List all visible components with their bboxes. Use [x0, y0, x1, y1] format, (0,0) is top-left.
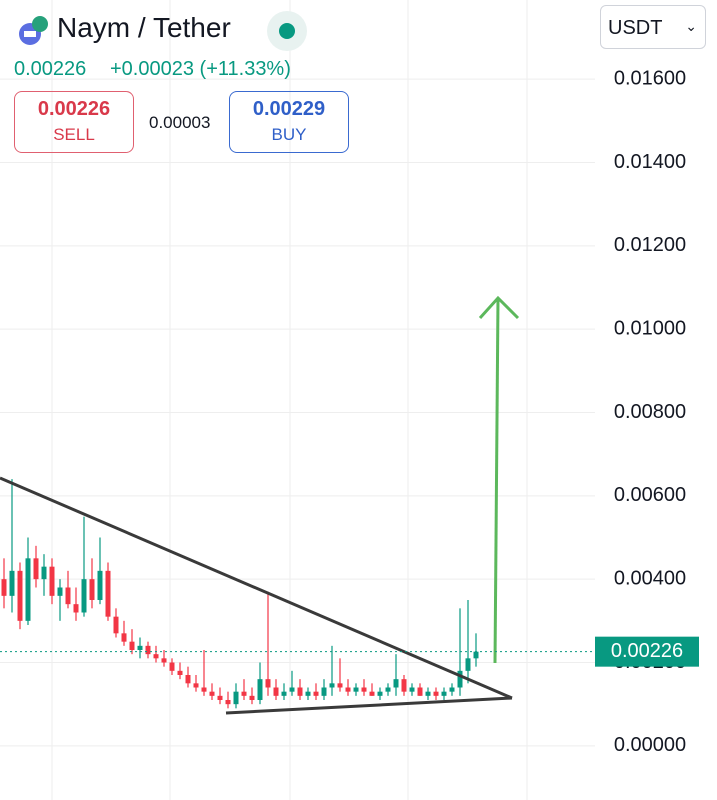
buy-button[interactable]: 0.00229 BUY [229, 91, 349, 153]
y-tick-label: 0.01000 [614, 317, 686, 339]
last-price: 0.00226 [14, 58, 87, 80]
candle-body [265, 679, 271, 688]
sell-label: SELL [53, 125, 95, 144]
candle-body [105, 570, 111, 617]
candle-body [249, 695, 255, 700]
candle-body [81, 579, 87, 613]
candle-body [57, 587, 63, 596]
candle-body [401, 679, 407, 692]
candle-body [137, 645, 143, 650]
candle-body [185, 675, 191, 684]
candle-body [233, 691, 239, 705]
candle-body [113, 616, 119, 634]
candle-body [321, 687, 327, 696]
candle-body [225, 700, 231, 705]
candle-body [289, 687, 295, 692]
target-arrow [478, 295, 520, 664]
candle-body [153, 654, 159, 659]
candle-body [313, 691, 319, 696]
candle-body [369, 691, 375, 696]
y-tick-label: 0.01600 [614, 67, 686, 89]
candle-body [9, 570, 15, 596]
candle-body [449, 687, 455, 692]
candle-body [433, 691, 439, 696]
candle-body [73, 604, 79, 613]
trend-line [0, 476, 513, 700]
y-tick-label: 0.00000 [614, 734, 686, 756]
candle-body [273, 687, 279, 696]
icon [19, 16, 48, 45]
coin-icon [16, 14, 50, 48]
sell-price: 0.00226 [37, 98, 111, 120]
candle-body [305, 691, 311, 696]
candle-body [465, 658, 471, 671]
buy-price: 0.00229 [252, 98, 326, 120]
candle-body [97, 570, 103, 600]
candle-body [457, 670, 463, 688]
y-tick-label: 0.01200 [614, 234, 686, 256]
sell-button[interactable]: 0.00226 SELL [14, 91, 134, 153]
candle-body [417, 687, 423, 696]
candle-body [409, 687, 415, 692]
candle-body [17, 570, 23, 621]
candle-body [121, 633, 127, 642]
y-tick-label: 0.00800 [614, 401, 686, 423]
candle-body [169, 662, 175, 671]
candle-body [217, 695, 223, 700]
candle-body [241, 691, 247, 696]
candle-body [1, 579, 7, 596]
candle-body [353, 687, 359, 692]
candle-body [49, 566, 55, 596]
candle-body [337, 683, 343, 688]
price-tag-label: 0.00226 [611, 640, 683, 662]
candle-body [209, 691, 215, 696]
y-tick-label: 0.00400 [614, 567, 686, 589]
candle-body [257, 679, 263, 700]
candle-body [193, 683, 199, 688]
candle-body [145, 645, 151, 655]
candle-body [345, 687, 351, 692]
status-dot [279, 23, 295, 39]
price-change: +0.00023 (+11.33%) [110, 58, 291, 80]
arrow-shaft [493, 297, 500, 664]
candle-body [201, 687, 207, 692]
candle-body [441, 691, 447, 696]
candle-body [385, 687, 391, 692]
dropdown-caret: ⌄ [685, 18, 697, 34]
candle-body [33, 558, 39, 580]
candle-body [329, 683, 335, 688]
pair-name: Naym / Tether [57, 12, 231, 43]
spread: 0.00003 [149, 113, 211, 132]
arrow-head [478, 295, 520, 320]
candle-body [281, 691, 287, 696]
market-status [267, 11, 307, 51]
candle-body [177, 670, 183, 675]
candle-body [89, 579, 95, 600]
candle-body [25, 558, 31, 621]
candle-body [393, 679, 399, 688]
currency: USDT [608, 17, 663, 39]
trend-line [225, 696, 513, 715]
candle-body [129, 641, 135, 650]
candle-body [361, 687, 367, 692]
buy-label: BUY [271, 125, 307, 144]
candle-body [425, 691, 431, 696]
candle-body [297, 687, 303, 696]
currency-select[interactable]: USDT ⌄ [600, 5, 706, 49]
candle-body [377, 691, 383, 696]
y-tick-label: 0.01400 [614, 151, 686, 173]
candle-body [473, 651, 479, 659]
y-tick-label: 0.00600 [614, 484, 686, 506]
candle-body [65, 587, 71, 605]
price-tag [595, 636, 699, 667]
candle-body [161, 658, 167, 663]
candle-body [41, 566, 47, 580]
